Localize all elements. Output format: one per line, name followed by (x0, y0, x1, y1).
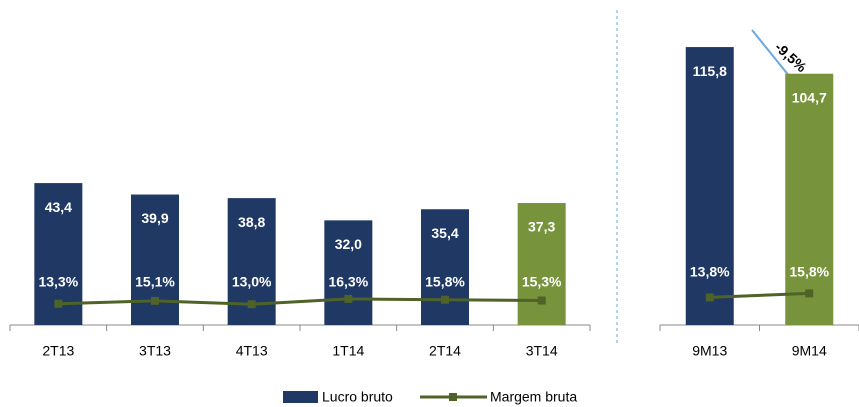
bar-label: 32,0 (335, 236, 362, 252)
bar-label: 37,3 (528, 219, 555, 235)
legend-swatch (283, 391, 318, 403)
line-marker (151, 296, 159, 305)
line-marker (805, 289, 814, 298)
line-marker (537, 296, 546, 305)
bar (685, 47, 734, 325)
line-marker (705, 293, 714, 302)
bar-label: 43,4 (45, 199, 72, 215)
bar (421, 209, 469, 325)
legend-label: Lucro bruto (322, 389, 393, 405)
x-tick-label: 1T14 (332, 343, 364, 359)
x-tick-label: 3T14 (526, 343, 558, 359)
bar-label: 38,8 (238, 214, 265, 230)
x-tick-label: 9M13 (692, 343, 727, 359)
line-marker (441, 295, 449, 304)
bar (785, 73, 834, 325)
line-marker (54, 299, 63, 308)
line-label: 15,8% (789, 264, 829, 280)
legend-swatch (449, 393, 457, 401)
x-tick-label: 3T13 (139, 343, 171, 359)
line-marker (247, 300, 256, 309)
line-marker (344, 294, 353, 303)
line (58, 297, 542, 306)
bar (517, 203, 566, 325)
bar-label: 39,9 (141, 210, 168, 226)
x-tick-label: 9M14 (792, 343, 827, 359)
annotation: -9,5% (772, 39, 810, 76)
line-label: 15,8% (425, 274, 465, 290)
x-tick-label: 2T14 (429, 343, 461, 359)
line-label: 15,3% (522, 274, 562, 290)
line-label: 15,1% (135, 274, 175, 290)
line-label: 16,3% (328, 274, 368, 290)
line-label: 13,0% (232, 274, 272, 290)
line-label: 13,8% (690, 264, 730, 280)
bar-label: 115,8 (693, 63, 727, 79)
bar-label: 35,4 (431, 225, 458, 241)
legend-label: Margem bruta (490, 389, 577, 405)
x-tick-label: 2T13 (42, 343, 74, 359)
bar-label: 104,7 (792, 89, 827, 105)
line (709, 291, 810, 299)
x-tick-label: 4T13 (236, 343, 268, 359)
bar (324, 220, 373, 325)
line-label: 13,3% (38, 274, 78, 290)
